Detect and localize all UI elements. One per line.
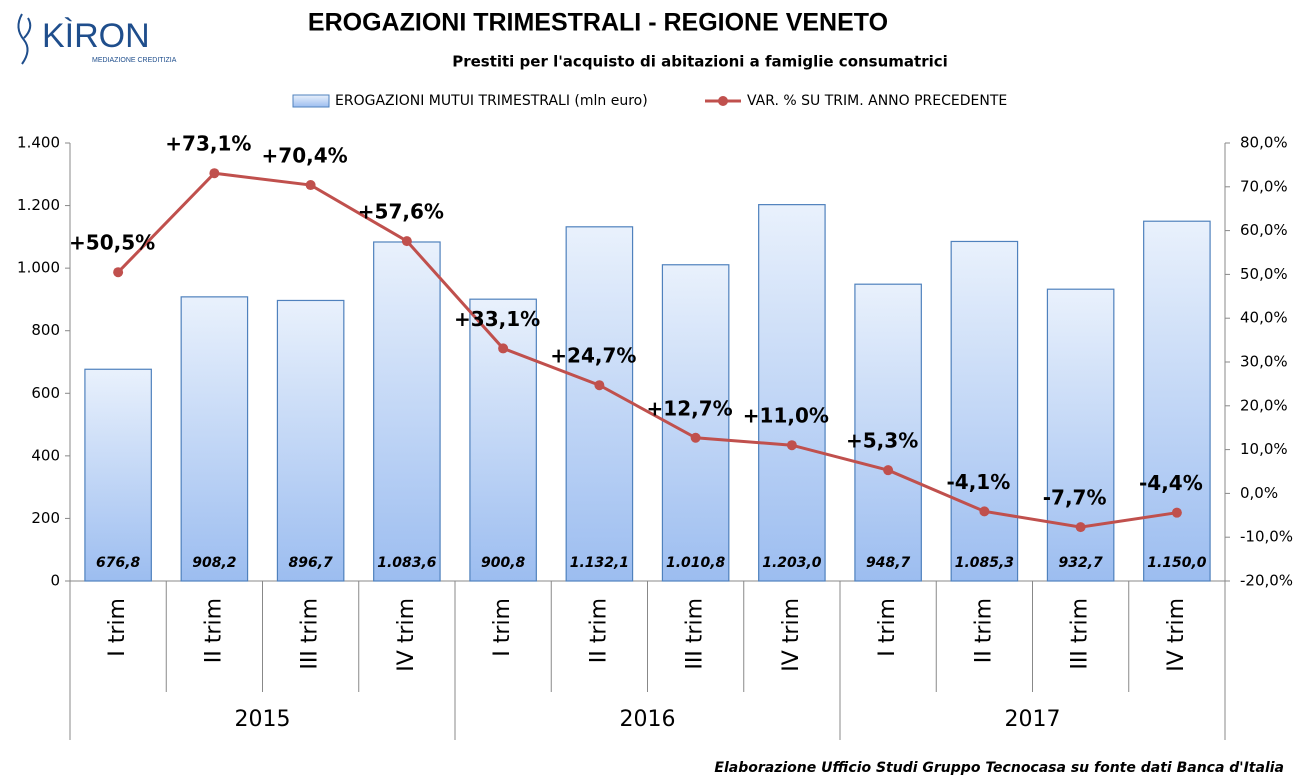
y2-tick-label: 70,0% — [1240, 177, 1288, 195]
line-value-label: +24,7% — [550, 344, 636, 368]
line-point — [113, 267, 124, 278]
x-tick-label: I trim — [875, 598, 900, 657]
line-value-label: +57,6% — [358, 200, 444, 224]
line-value-label: -7,7% — [1043, 486, 1107, 510]
logo-tagline: MEDIAZIONE CREDITIZIA — [92, 57, 177, 64]
line-value-label: +11,0% — [743, 404, 829, 428]
y2-tick-label: 20,0% — [1240, 396, 1288, 414]
bar-value-label: 1.083,6 — [377, 555, 437, 571]
line-value-label: +33,1% — [454, 307, 540, 331]
group-label: 2016 — [620, 707, 676, 732]
line-point — [786, 440, 797, 451]
line-value-label: +73,1% — [165, 132, 251, 156]
y-tick-label: 600 — [31, 384, 60, 402]
line-value-label: +70,4% — [262, 144, 348, 168]
y-tick-label: 800 — [31, 321, 60, 339]
y-tick-label: 1.200 — [17, 196, 60, 214]
line-point — [401, 236, 412, 247]
bar — [1143, 220, 1211, 582]
line-point — [690, 432, 701, 443]
bar — [373, 241, 441, 582]
y2-tick-label: 30,0% — [1240, 353, 1288, 371]
bar-value-label: 1.132,1 — [570, 555, 629, 571]
bar — [469, 298, 537, 582]
group-label: 2015 — [235, 707, 291, 732]
legend-swatch-point — [718, 96, 728, 106]
line-point — [883, 465, 894, 476]
x-tick-label: IV trim — [779, 598, 804, 672]
line-value-label: +5,3% — [846, 429, 918, 453]
chart-title: EROGAZIONI TRIMESTRALI - REGIONE VENETO — [308, 9, 888, 37]
x-tick-label: III trim — [683, 598, 708, 670]
bar — [854, 283, 922, 582]
bar-value-label: 1.203,0 — [762, 555, 822, 571]
x-tick-label: II trim — [586, 598, 611, 663]
bar — [950, 240, 1019, 582]
line-point — [305, 180, 316, 191]
source-note: Elaborazione Ufficio Studi Gruppo Tecnoc… — [714, 760, 1284, 776]
chart-subtitle: Prestiti per l'acquisto di abitazioni a … — [452, 53, 948, 71]
line — [117, 171, 1178, 529]
legend-label: EROGAZIONI MUTUI TRIMESTRALI (mln euro) — [335, 93, 648, 109]
bar — [661, 264, 730, 582]
x-tick-label: IV trim — [394, 598, 419, 672]
group-label: 2017 — [1005, 707, 1061, 732]
line-point — [594, 380, 605, 391]
bar — [180, 296, 249, 582]
y2-tick-label: 40,0% — [1240, 309, 1288, 327]
y2-tick-label: 60,0% — [1240, 221, 1288, 239]
line-value-label: -4,4% — [1139, 471, 1203, 495]
line-point — [209, 168, 220, 179]
x-tick-label: I trim — [105, 598, 130, 657]
bar — [84, 368, 152, 582]
y2-tick-label: 10,0% — [1240, 440, 1288, 458]
line-point — [1171, 507, 1182, 518]
y2-tick-label: 80,0% — [1240, 134, 1288, 152]
bar-value-label: 932,7 — [1058, 555, 1103, 571]
bar — [565, 226, 634, 582]
y2-tick-label: -10,0% — [1240, 528, 1293, 546]
bar-value-label: 900,8 — [481, 555, 526, 571]
x-tick-label: III trim — [298, 598, 323, 670]
y-tick-label: 200 — [31, 509, 60, 527]
y-tick-label: 1.400 — [17, 134, 60, 152]
bar-value-label: 896,7 — [288, 555, 333, 571]
y-tick-label: 0 — [50, 572, 60, 590]
x-tick-label: II trim — [201, 598, 226, 663]
y2-tick-label: 0,0% — [1240, 484, 1278, 502]
bar-value-label: 1.085,3 — [955, 555, 1014, 571]
y2-tick-label: -20,0% — [1240, 572, 1293, 590]
x-tick-label: II trim — [971, 598, 996, 663]
bar-value-label: 908,2 — [192, 555, 236, 571]
line-value-label: +12,7% — [647, 396, 733, 420]
bar-value-label: 676,8 — [96, 555, 141, 571]
line-point — [498, 343, 509, 354]
legend-label: VAR. % SU TRIM. ANNO PRECEDENTE — [747, 93, 1007, 109]
y-tick-label: 1.000 — [17, 259, 60, 277]
x-tick-label: I trim — [490, 598, 515, 657]
x-tick-label: IV trim — [1164, 598, 1189, 672]
bar-value-label: 948,7 — [866, 555, 911, 571]
logo-text: KÌRON — [42, 17, 150, 55]
line-value-label: -4,1% — [946, 470, 1010, 494]
x-tick-label: III trim — [1068, 598, 1093, 670]
bar — [1046, 288, 1115, 582]
bar-value-label: 1.010,8 — [666, 555, 726, 571]
bar-value-label: 1.150,0 — [1147, 555, 1207, 571]
logo: KÌRON MEDIAZIONE CREDITIZIA — [17, 13, 177, 65]
legend: EROGAZIONI MUTUI TRIMESTRALI (mln euro) V… — [292, 93, 1007, 109]
line-point — [979, 506, 990, 517]
bar — [276, 299, 345, 582]
logo-icon — [17, 13, 32, 65]
bar — [758, 204, 826, 582]
line-value-label: +50,5% — [69, 231, 155, 255]
y2-tick-label: 50,0% — [1240, 265, 1288, 283]
y-tick-label: 400 — [31, 446, 60, 464]
legend-swatch — [292, 94, 330, 108]
line-point — [1075, 522, 1086, 533]
